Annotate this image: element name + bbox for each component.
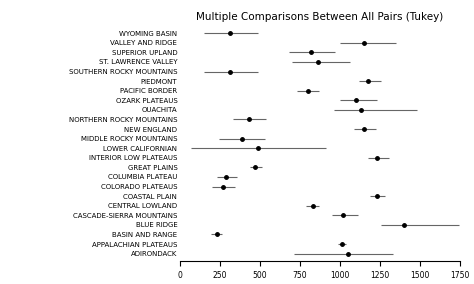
Title: Multiple Comparisons Between All Pairs (Tukey): Multiple Comparisons Between All Pairs (… <box>196 12 444 22</box>
